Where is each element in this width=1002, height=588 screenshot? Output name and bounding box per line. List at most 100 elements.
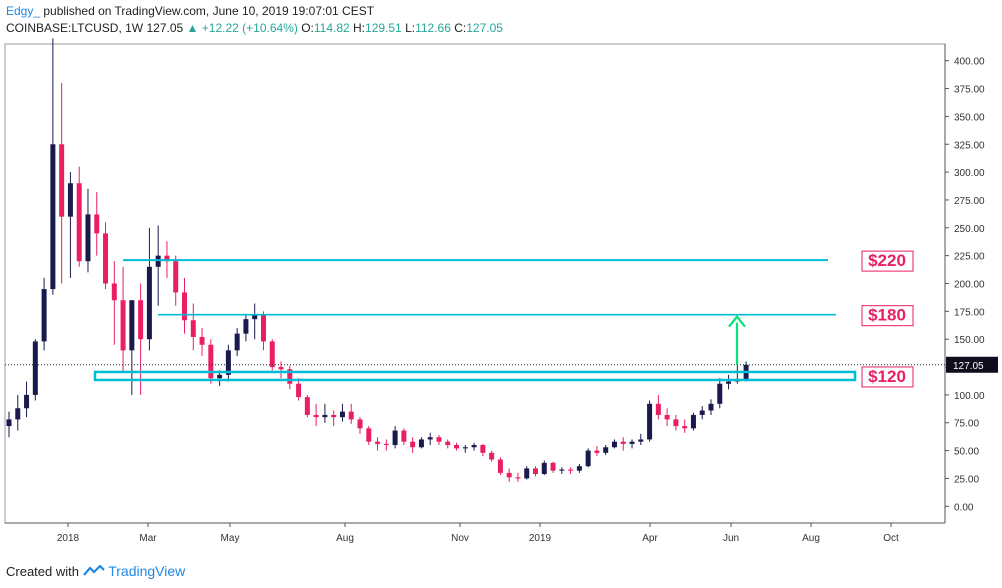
candle-body [103,233,109,284]
candle-body [111,283,117,301]
price-tick-label: 400.00 [954,57,985,68]
candle-body [375,441,381,444]
candle-body [383,443,389,446]
high-value: 129.51 [365,21,402,35]
up-triangle-icon: ▲ [186,21,199,35]
level-label-2: $120 [868,367,906,386]
candle-body [611,441,617,448]
level-label-1: $180 [868,306,906,325]
support-zone-120 [93,370,857,382]
published-text: published on TradingView.com, June 10, 2… [43,4,375,18]
price-tick-label: 50.00 [954,447,979,458]
candle-body [146,266,152,340]
time-tick-label: Aug [336,533,354,544]
candle-body [339,411,345,418]
price-tick-label: 100.00 [954,391,985,402]
candle-body [418,439,424,448]
candle-body [67,183,73,217]
candle-body [576,466,582,471]
candle-body [6,419,12,427]
last-price: 127.05 [146,21,184,35]
candle-body [524,468,530,479]
candle-body [717,383,723,404]
candle-body [594,450,600,453]
low-value: 112.66 [415,21,451,35]
candle-body [436,437,442,442]
current-price-tag-label: 127.05 [953,361,984,372]
candle-body [15,408,21,420]
level-label-box [861,305,914,327]
candle-body [445,441,451,446]
price-tick-label: 350.00 [954,112,985,123]
candle-body [190,320,196,337]
candle-body [629,441,635,444]
candle-body [278,367,284,370]
time-tick-label: Nov [451,533,469,544]
candle-body [427,437,433,440]
candle-body [603,447,609,453]
candle-body [708,403,714,411]
time-tick-label: 2018 [57,533,80,544]
candle-body [392,430,398,446]
price-tick-label: 150.00 [954,335,985,346]
candle-body [357,419,363,429]
candle-body [462,447,468,449]
candle-body [313,414,319,418]
candle-body [164,255,170,262]
candle-body [506,472,512,478]
symbol-label: COINBASE:LTCUSD, 1W [6,21,144,35]
candle-body [208,344,214,379]
tradingview-brand[interactable]: TradingView [108,563,186,579]
candle-body [541,462,547,474]
candle-body [559,469,565,471]
price-tick-label: 225.00 [954,252,985,263]
candle-body [304,397,310,415]
price-chart[interactable]: 400.00 375.00 350.00 325.00 300.00 275.00 250.… [0,0,1002,560]
time-tick-label: Mar [139,533,157,544]
candle-body [76,183,82,262]
low-label: L: [405,21,416,35]
candle-body [620,441,626,444]
price-tick-label: 325.00 [954,140,985,151]
level-label-0: $220 [868,251,906,270]
candle-body [296,383,302,398]
candle-body [673,419,679,427]
time-tick-label: Apr [642,533,658,544]
candle-body [480,445,486,453]
candle-body [287,369,293,384]
price-tick-label: 200.00 [954,280,985,291]
candle-body [489,452,495,460]
close-value: 127.05 [466,21,503,35]
time-tick-label: Oct [883,533,899,544]
price-tick-label: 300.00 [954,168,985,179]
candle-body [225,350,231,375]
candle-body [664,414,670,420]
footer: Created with TradingView [6,563,185,579]
price-tick-label: 75.00 [954,419,979,430]
price-tick-label: 0.00 [954,502,974,513]
time-tick-label: Aug [802,533,820,544]
candle-body [497,459,503,473]
close-label: C: [454,21,467,35]
candle-body [647,403,653,440]
price-tick-label: 175.00 [954,307,985,318]
candle-body [199,336,205,345]
candle-body [533,468,538,474]
candle-body [94,214,100,234]
price-tick-label: 250.00 [954,224,985,235]
target-arrow-head [728,314,746,328]
time-tick-label: May [221,533,240,544]
candle-body [655,403,661,415]
candle-body [515,477,521,479]
candle-body [638,439,644,442]
candle-body [85,214,91,262]
candle-body [690,414,696,429]
candle-body [252,314,258,320]
author-name[interactable]: Edgy_ [6,4,41,18]
candle-body [217,374,223,379]
candle-body [331,414,337,418]
open-value: 114.82 [313,21,350,35]
candle-body [243,319,249,334]
plot-area [4,43,946,524]
candle-body [120,300,126,351]
